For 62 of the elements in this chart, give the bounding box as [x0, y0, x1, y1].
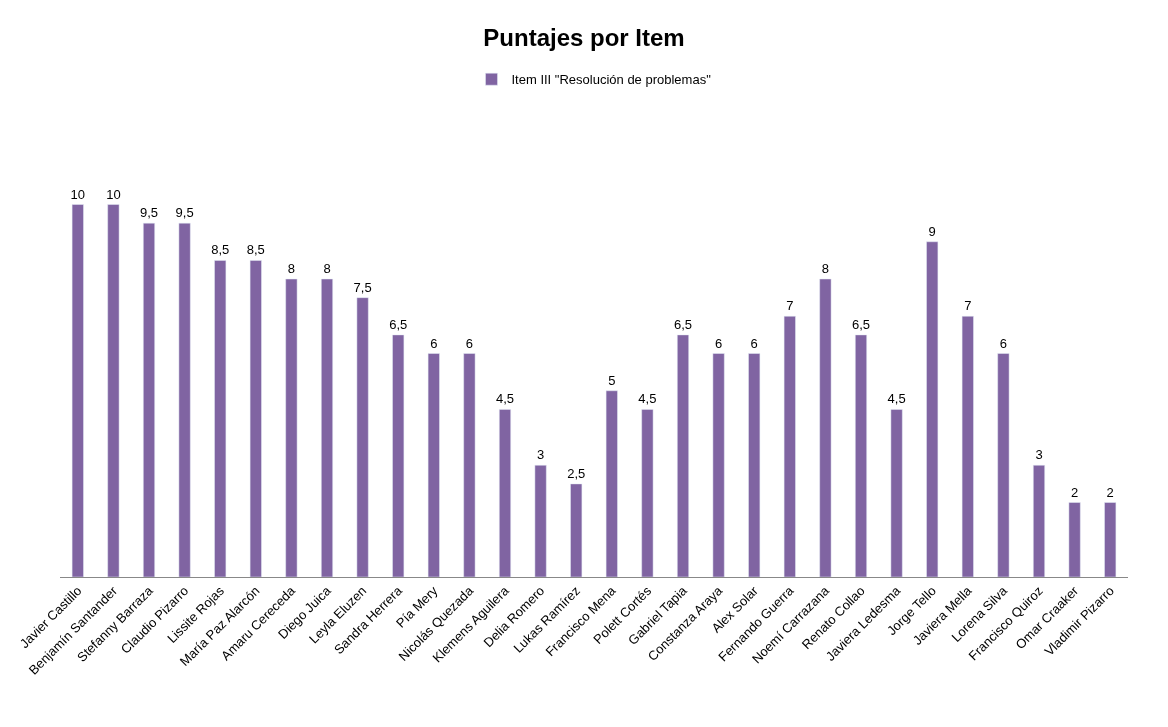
data-label: 8,5: [246, 242, 265, 258]
data-label: 2: [1070, 484, 1079, 500]
legend-label: Item III "Resolución de problemas": [511, 72, 712, 88]
data-label: 4,5: [887, 391, 906, 407]
data-label: 8,5: [211, 242, 230, 258]
data-label: 5: [608, 372, 616, 388]
data-label: 6: [430, 335, 438, 351]
bar: [1104, 502, 1117, 577]
bar: [890, 409, 903, 577]
data-label: 6,5: [851, 316, 871, 332]
data-label: 3: [536, 447, 545, 463]
bar: [1068, 502, 1081, 577]
data-label: 7: [786, 298, 794, 314]
bar: [249, 260, 262, 577]
bar: [748, 353, 761, 577]
data-label: 8: [821, 261, 830, 276]
bar: [534, 465, 547, 577]
bar: [214, 260, 227, 577]
data-label: 6: [750, 335, 758, 351]
bar: [677, 334, 689, 577]
bar: [1033, 465, 1045, 577]
data-label: 7: [964, 298, 972, 314]
bar: [427, 353, 440, 577]
data-label: 7,5: [353, 279, 372, 295]
data-label: 3: [1035, 447, 1043, 463]
bar: [997, 353, 1010, 577]
data-label: 6: [714, 335, 723, 351]
data-label: 2: [1106, 484, 1114, 500]
data-label: 9: [928, 223, 936, 239]
bar: [961, 316, 974, 577]
data-label: 4,5: [495, 391, 515, 407]
data-label: 10: [70, 186, 86, 202]
data-label: 6,5: [389, 316, 408, 332]
bar: [285, 278, 298, 577]
data-label: 8: [323, 261, 331, 276]
bar: [855, 334, 867, 577]
bar: [570, 483, 583, 577]
data-label: 9,5: [175, 205, 194, 221]
data-label: 4,5: [638, 391, 657, 407]
bar: [926, 241, 939, 577]
bar: [605, 390, 618, 577]
bar: [641, 409, 654, 577]
data-label: 6,5: [673, 316, 693, 332]
bar: [463, 353, 476, 577]
data-label: 6: [999, 335, 1008, 351]
bar: [499, 409, 511, 577]
data-label: 9,5: [139, 205, 159, 221]
bar: [356, 297, 369, 577]
bar: [178, 222, 191, 577]
bar: [819, 278, 832, 577]
bar: [712, 353, 725, 577]
bar: [71, 204, 84, 577]
bar: [321, 278, 333, 577]
data-label: 10: [106, 186, 121, 202]
data-label: 6: [465, 335, 474, 351]
bar: [783, 316, 796, 577]
chart-title: Puntajes por Item: [483, 23, 685, 51]
bar: [107, 204, 120, 577]
bar: [143, 222, 155, 577]
data-label: 8: [287, 261, 296, 276]
data-label: 2,5: [567, 465, 586, 481]
bar: [392, 334, 405, 577]
